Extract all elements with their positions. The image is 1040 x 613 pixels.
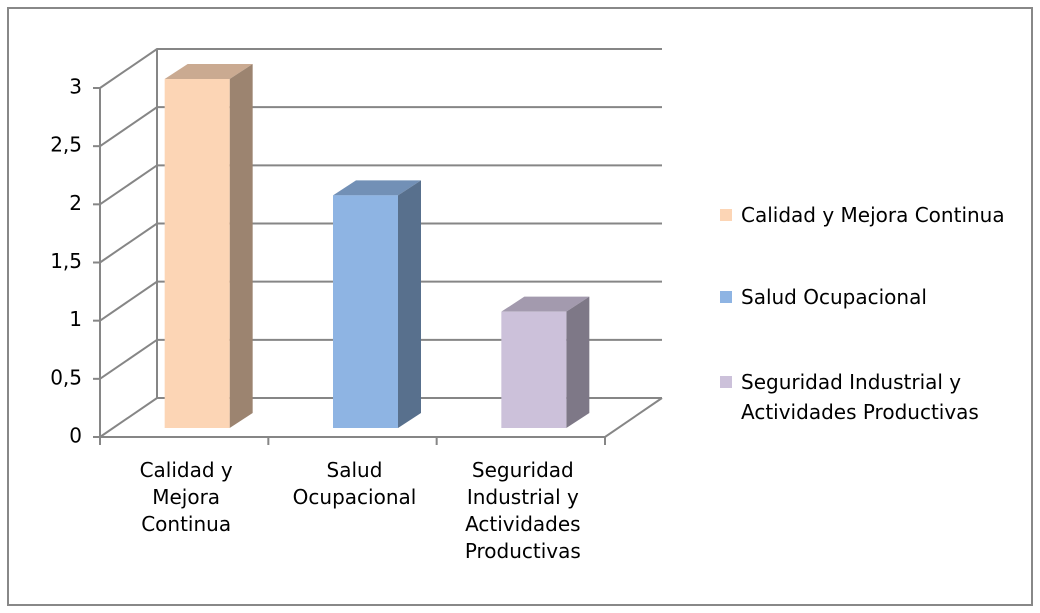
x-tick-label: Salud Ocupacional xyxy=(292,458,417,509)
legend-label: Seguridad Industrial y Actividades Produ… xyxy=(741,370,979,424)
grid-line xyxy=(99,397,662,438)
chart-frame xyxy=(7,7,1033,606)
x-tick-label: Seguridad Industrial y Actividades Produ… xyxy=(464,458,581,563)
bar xyxy=(164,79,230,428)
grid-line xyxy=(99,164,662,206)
y-tick-label: 2 xyxy=(69,191,82,215)
y-tick-label: 0,5 xyxy=(50,365,82,389)
y-tick-label: 0 xyxy=(69,424,82,448)
legend-label: Salud Ocupacional xyxy=(741,285,927,309)
y-tick-label: 1 xyxy=(69,307,82,331)
legend-swatch xyxy=(720,291,732,303)
bar-side xyxy=(229,64,253,428)
y-tick-label: 2,5 xyxy=(50,133,82,157)
bar-top xyxy=(501,296,590,312)
y-tick-label: 3 xyxy=(69,75,82,99)
bar xyxy=(333,195,398,428)
y-tick-label: 1,5 xyxy=(50,249,82,273)
bar-side xyxy=(398,180,421,428)
grid-line xyxy=(99,48,662,89)
legend-swatch xyxy=(720,209,732,221)
grid-line xyxy=(99,106,662,147)
legend-label: Calidad y Mejora Continua xyxy=(741,203,1005,227)
legend-swatch xyxy=(720,376,732,388)
x-tick-label: Calidad y Mejora Continua xyxy=(139,458,233,536)
bar-side xyxy=(566,296,590,428)
grid-line xyxy=(99,338,662,380)
grid-line xyxy=(99,280,662,322)
grid-line xyxy=(99,222,662,264)
bar-top xyxy=(333,180,421,196)
bar xyxy=(501,311,567,428)
bar-top xyxy=(164,64,253,79)
